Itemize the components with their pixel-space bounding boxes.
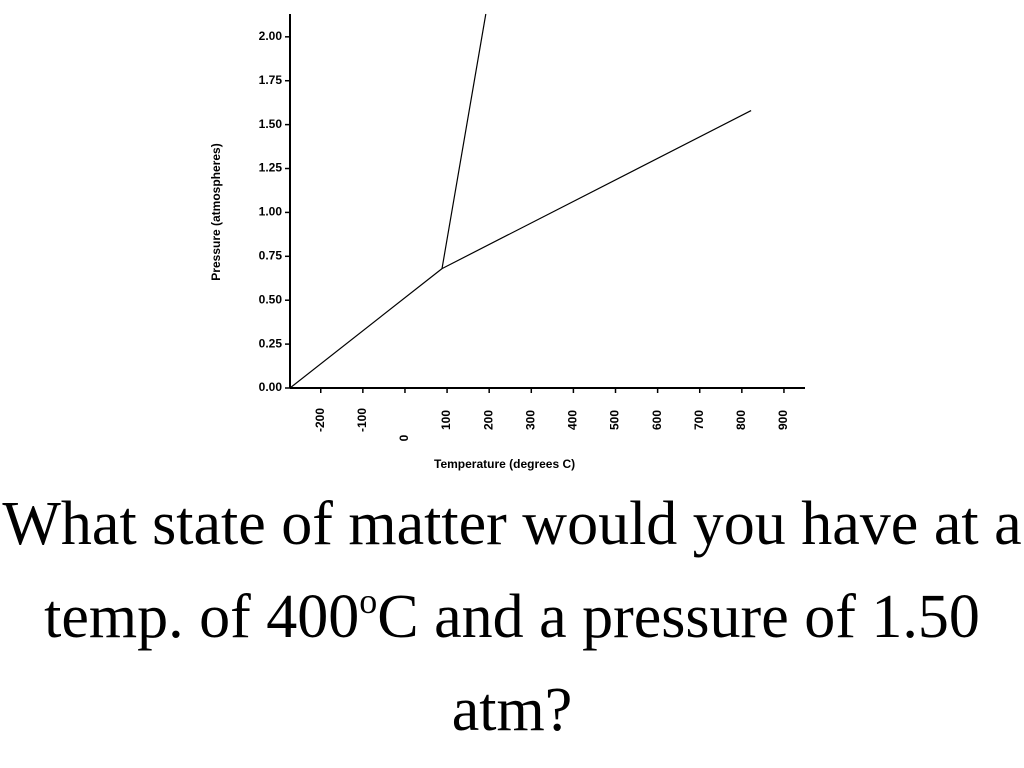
y-tick-label: 1.25 bbox=[259, 161, 283, 175]
phase-boundary bbox=[441, 13, 487, 269]
x-tick-label: 900 bbox=[776, 410, 790, 430]
y-tick-label: 1.75 bbox=[259, 73, 283, 87]
x-tick-label: 700 bbox=[692, 410, 706, 430]
x-tick-label: 800 bbox=[734, 410, 748, 430]
x-tick-label: 300 bbox=[523, 410, 537, 430]
x-tick-label: 600 bbox=[650, 410, 664, 430]
x-axis-title: Temperature (degrees C) bbox=[434, 457, 575, 471]
x-tick-label: 100 bbox=[439, 410, 453, 430]
x-tick-label: 0 bbox=[397, 434, 411, 441]
degree-sign: o bbox=[359, 581, 378, 621]
x-tick-label: -100 bbox=[355, 408, 369, 432]
y-tick-label: 1.00 bbox=[259, 205, 283, 219]
phase-boundary bbox=[441, 110, 752, 270]
x-tick-label: 400 bbox=[566, 410, 580, 430]
y-tick-label: 0.00 bbox=[259, 380, 283, 394]
y-tick-label: 0.25 bbox=[259, 336, 283, 350]
chart: Temperature (degrees C) Pressure (atmosp… bbox=[209, 13, 805, 471]
y-tick-label: 0.75 bbox=[259, 248, 283, 262]
y-tick-label: 0.50 bbox=[259, 292, 283, 306]
question-text: C and a pressure of 1.50 atm? bbox=[377, 583, 980, 744]
x-tick-label: 200 bbox=[481, 410, 495, 430]
y-axis-title: Pressure (atmospheres) bbox=[209, 143, 223, 280]
x-tick-label: 500 bbox=[608, 410, 622, 430]
y-tick-label: 1.50 bbox=[259, 117, 283, 131]
y-tick-label: 2.00 bbox=[259, 29, 283, 43]
x-tick-label: -200 bbox=[313, 408, 327, 432]
question-text: What state of matter would you have at a… bbox=[2, 490, 1022, 651]
phase-boundary bbox=[289, 268, 443, 389]
question: What state of matter would you have at a… bbox=[0, 478, 1024, 757]
